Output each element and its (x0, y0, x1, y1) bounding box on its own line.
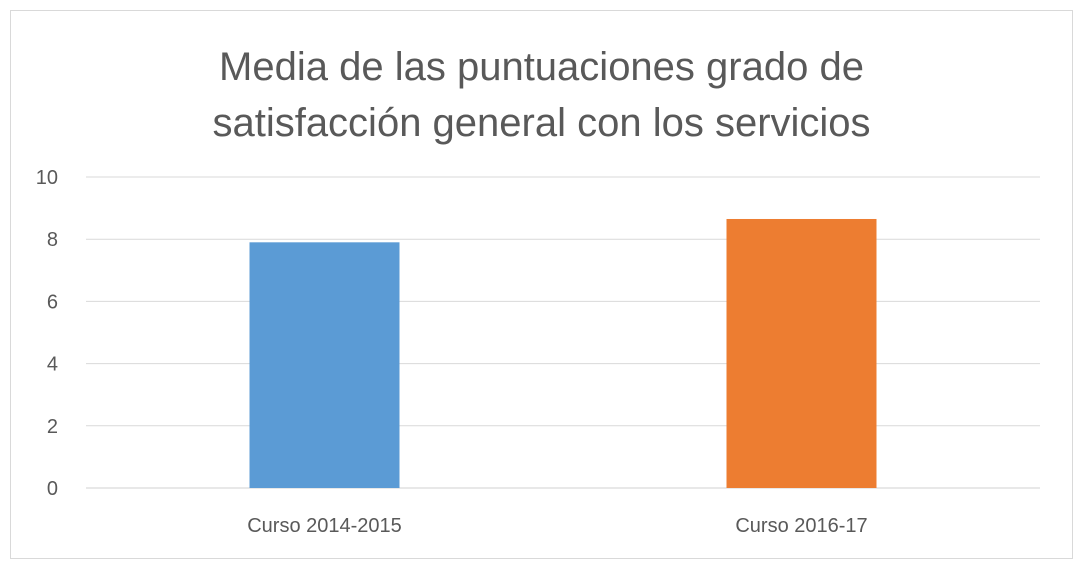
y-tick-label: 2 (47, 416, 58, 438)
y-tick-label: 4 (47, 354, 58, 376)
bar-1 (249, 242, 400, 488)
x-tick-label: Curso 2016-17 (735, 515, 867, 537)
chart-title-line-2: satisfacción general con los servicios (212, 101, 871, 145)
bars (249, 218, 877, 489)
x-tick-label: Curso 2014-2015 (247, 515, 402, 537)
chart-frame: Media de las puntuaciones grado de satis… (10, 10, 1073, 559)
y-tick-label: 0 (47, 478, 58, 500)
chart-title-line-1: Media de las puntuaciones grado de (219, 45, 864, 89)
gridlines (86, 176, 1040, 489)
y-tick-label: 8 (47, 229, 58, 251)
y-tick-label: 10 (36, 167, 58, 189)
chart-title: Media de las puntuaciones grado de satis… (11, 39, 1072, 151)
x-axis-tick-labels: Curso 2014-2015 Curso 2016-17 (247, 515, 867, 537)
y-tick-label: 6 (47, 291, 58, 313)
y-axis-tick-labels: 0 2 4 6 8 10 (36, 167, 58, 500)
bar-2 (726, 218, 877, 489)
